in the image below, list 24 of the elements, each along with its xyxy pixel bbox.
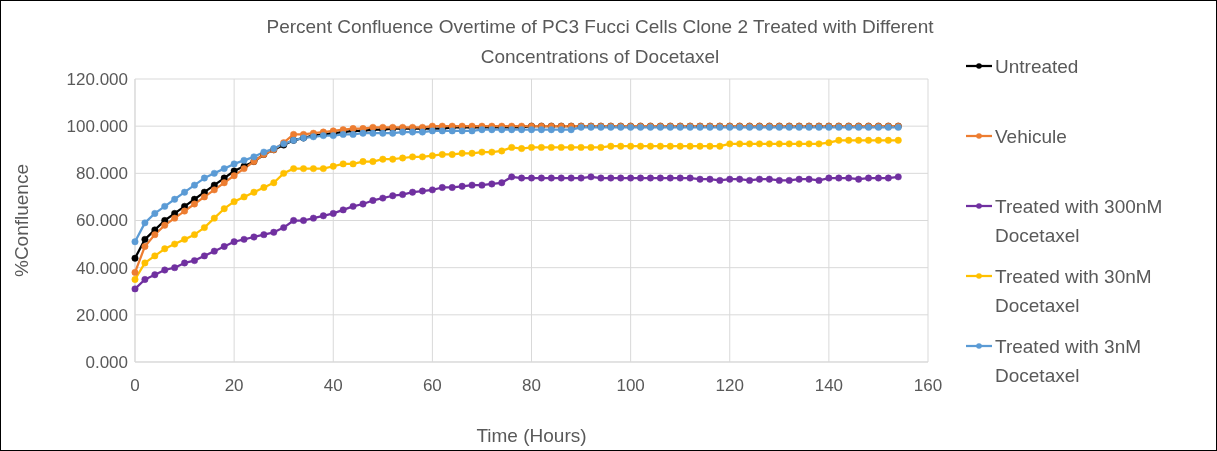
x-tick-label: 60 [422, 376, 442, 395]
y-tick-label: 60.000 [76, 211, 128, 231]
y-axis-title: %Confluence [11, 163, 32, 278]
x-tick-label: 160 [913, 376, 943, 395]
legend-label: Treated with 30nM Docetaxel [995, 265, 1152, 316]
x-tick-label: 0 [130, 376, 140, 395]
y-tick-label: 0.000 [85, 352, 128, 372]
chart-title: Percent Confluence Overtime of PC3 Fucci Cells Clone 2 Treated with Different Concentrations of Docetaxel [266, 16, 935, 67]
x-tick-label: 100 [616, 376, 645, 395]
legend-label: Untreated [995, 55, 1079, 77]
x-tick-label: 40 [323, 376, 343, 395]
legend-label: Treated with 3nM Docetaxel [995, 335, 1142, 386]
legend-label: Vehicule [995, 125, 1067, 147]
x-tick-label: 140 [814, 376, 844, 395]
y-tick-label: 80.000 [76, 164, 128, 184]
x-tick-label: 20 [224, 376, 244, 395]
y-tick-label: 20.000 [76, 305, 128, 325]
x-axis-title: Time (Hours) [476, 425, 587, 446]
x-tick-label: 120 [715, 376, 744, 395]
legend-label: Treated with 300nM Docetaxel [995, 195, 1163, 246]
y-tick-label: 120.000 [66, 69, 128, 89]
x-tick-label: 80 [522, 376, 541, 395]
y-tick-label: 100.000 [66, 117, 128, 137]
y-tick-label: 40.000 [76, 258, 128, 278]
